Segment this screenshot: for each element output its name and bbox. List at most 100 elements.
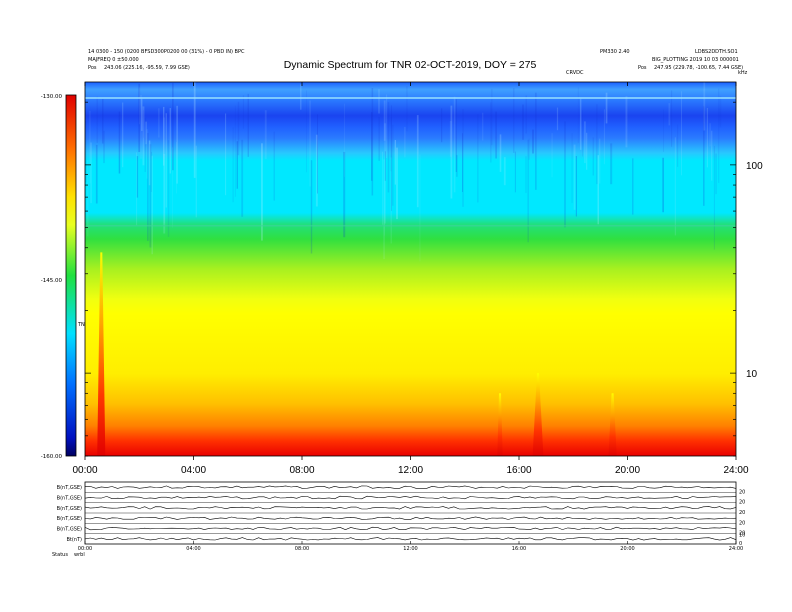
spectrum-streak: [310, 160, 313, 254]
spectrum-streak: [163, 106, 165, 166]
spectrum-streak: [344, 103, 345, 177]
spectrum-streak: [715, 153, 717, 195]
spectrum-streak: [490, 102, 492, 163]
spectrum-streak: [193, 82, 196, 178]
spectrum-streak: [144, 117, 146, 172]
spectrum-streak: [573, 144, 576, 210]
spectrum-streak: [172, 83, 174, 171]
spectrum-streak: [681, 91, 682, 176]
spectrum-streak: [89, 110, 91, 184]
spectrum-streak: [718, 88, 720, 183]
spectrum-streak: [148, 140, 151, 186]
spectrum-streak: [90, 142, 92, 204]
spectrum-streak: [139, 87, 140, 125]
spectrum-streak: [462, 133, 463, 192]
spectrum-streak: [378, 89, 380, 114]
spectrum-streak: [236, 141, 238, 189]
spectrum-streak: [87, 160, 89, 237]
header-info-line2: MAJFREQ 0 ±50.000: [88, 57, 139, 63]
header-info-right1: PM330 2.40: [600, 49, 630, 55]
lower-row-trace: [84, 526, 737, 531]
spectrum-streak: [95, 144, 98, 204]
spectrum-streak: [532, 129, 534, 154]
lower-row-scale: 20: [739, 531, 745, 537]
header-annotation: CRVDC: [566, 70, 584, 76]
spectrum-streak: [96, 96, 98, 144]
spectrum-streak: [605, 92, 608, 124]
spectrum-streak: [596, 104, 598, 185]
spectrum-streak: [143, 110, 144, 138]
lower-row-trace: [84, 537, 737, 541]
spectrum-streak: [571, 133, 573, 204]
colorbar-tick-top: -130.00: [41, 94, 63, 100]
spectrum-streak: [551, 133, 553, 178]
spectrum-streak: [237, 101, 240, 156]
spectrum-streak: [632, 158, 634, 215]
spectrum-streak: [136, 156, 139, 198]
spectrum-streak: [663, 109, 664, 152]
lower-x-tick-label: 20:00: [620, 546, 634, 552]
colorbar-label: TNR: [77, 322, 89, 328]
chart-title: Dynamic Spectrum for TNR 02-OCT-2019, DO…: [284, 59, 537, 71]
spectrum-streak: [450, 105, 453, 199]
spectrum-streak: [247, 93, 249, 157]
spectrum-streak: [172, 147, 173, 228]
spectrum-streak: [158, 108, 160, 138]
spectrum-streak: [163, 153, 166, 234]
spectrum-streak: [396, 147, 398, 220]
spectrum-streak: [580, 98, 582, 150]
spectrum-streak: [163, 117, 165, 224]
spectrum-streak: [383, 159, 385, 260]
spectrogram-background: [85, 82, 736, 456]
y-tick-label: 10: [746, 369, 758, 380]
spectrum-streak: [503, 157, 506, 186]
lower-row-trace: [84, 495, 737, 500]
spectrogram-intensifications: [97, 252, 617, 456]
lower-row-scale: 20: [739, 500, 745, 506]
spectrum-streak: [371, 112, 373, 181]
spectrum-streak: [441, 108, 443, 143]
intensification-burst: [608, 393, 617, 456]
spectrum-streak: [147, 133, 149, 241]
status-label: Status: [52, 552, 68, 558]
lower-row-scale: 20: [739, 520, 745, 526]
lower-row-label: B(nT,GSE): [57, 506, 82, 512]
x-tick-label: 08:00: [289, 465, 314, 476]
lower-row-label: B(nT,GSE): [57, 496, 82, 502]
spectrum-streak: [527, 139, 529, 243]
spectrogram-streaks: [85, 82, 736, 262]
spectrum-streak: [416, 115, 419, 208]
spectrum-streak: [165, 113, 167, 208]
spectrum-streak: [711, 130, 713, 181]
spectrum-streak: [709, 123, 711, 147]
spectrum-streak: [525, 95, 527, 134]
lower-panel: B(nT,GSE) 20 B(nT,GSE) 20 B(nT,GSE) 20 B(nT,GS…: [52, 481, 745, 558]
spectrum-streak: [118, 111, 121, 174]
spectrum-streak: [378, 117, 380, 161]
spectrum-streak: [495, 111, 497, 159]
spectrum-streak: [383, 100, 386, 141]
spectrum-streak: [491, 88, 493, 146]
spectrum-streak: [167, 140, 170, 237]
spectrum-streak: [482, 112, 484, 141]
spectrum-streak: [564, 121, 566, 228]
lower-row-scale: 0: [739, 541, 742, 547]
spectrum-streak: [406, 86, 408, 132]
spectrum-streak: [317, 114, 318, 194]
spectrum-streak: [146, 129, 148, 179]
intensification-burst: [532, 373, 544, 456]
x-tick-label: 04:00: [181, 465, 206, 476]
x-tick-label: 24:00: [723, 465, 748, 476]
spectrum-streak: [592, 137, 594, 176]
lower-row-trace: [84, 516, 737, 520]
spectrum-streak: [603, 109, 605, 165]
spectrum-streak: [449, 121, 452, 157]
spectrum-streak: [668, 103, 671, 126]
spectrum-band-line: [85, 97, 736, 99]
spectrum-streak: [149, 144, 152, 248]
intensification-burst: [97, 252, 106, 456]
x-tick-label: 12:00: [398, 465, 423, 476]
spectrum-streak: [610, 143, 613, 185]
lower-x-tick-label: 16:00: [512, 546, 526, 552]
spectrum-band-line: [85, 225, 736, 227]
